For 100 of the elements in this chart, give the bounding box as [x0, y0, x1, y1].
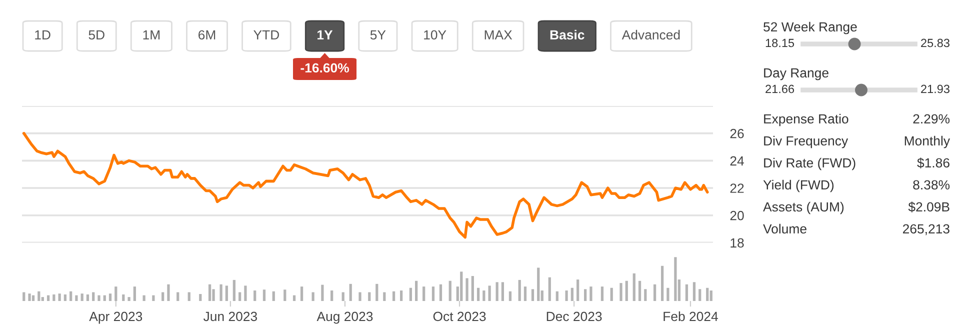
bar [501, 282, 504, 301]
bar [128, 297, 130, 301]
x-tick-label: Aug 2023 [316, 312, 373, 324]
text: 265,213 [902, 224, 950, 236]
bar [476, 288, 480, 301]
bar [86, 294, 90, 301]
text: 1M [143, 30, 160, 40]
bar [52, 294, 56, 301]
y-tick-label: 22 [730, 184, 744, 193]
bar [488, 286, 491, 301]
bar [376, 284, 378, 301]
bar [548, 277, 551, 301]
text: Assets (AUM) [763, 202, 844, 214]
bar [133, 286, 136, 301]
bar [556, 291, 558, 301]
bar [244, 286, 247, 301]
x-tick-label: Oct 2023 [433, 312, 486, 322]
text: 8.38% [913, 180, 950, 190]
bar [70, 291, 72, 301]
bar [167, 284, 170, 301]
bar [292, 295, 296, 301]
text: 6M [198, 30, 216, 40]
bar [238, 292, 242, 301]
bar [75, 295, 78, 301]
text: Monthly [904, 136, 950, 148]
text: 10Y [424, 30, 446, 40]
bar [262, 290, 266, 301]
bar [349, 284, 352, 301]
bar [620, 283, 622, 301]
bar [58, 294, 61, 301]
bar [518, 280, 521, 301]
text: YTD [254, 30, 279, 40]
text: Basic [550, 30, 584, 40]
bar [176, 292, 180, 301]
bar [208, 284, 212, 301]
bar [254, 290, 256, 301]
bar [122, 294, 125, 301]
bar [142, 295, 146, 301]
x-tick-label: Dec 2023 [546, 312, 602, 322]
bar [632, 273, 636, 301]
bar [152, 295, 155, 301]
y-tick-label: 24 [730, 156, 744, 166]
bar [565, 290, 568, 301]
text: -16.60% [300, 63, 349, 73]
bar [610, 288, 613, 301]
bar [466, 278, 468, 301]
bar [576, 280, 580, 301]
bar [674, 257, 677, 301]
bar [471, 276, 474, 301]
bar [638, 280, 642, 301]
bar [342, 292, 344, 301]
line-series [22, 132, 709, 239]
bar [409, 288, 412, 301]
bar [460, 272, 463, 301]
text: 21.66 [766, 84, 794, 94]
bar [710, 290, 712, 301]
text: Day Range [764, 68, 828, 80]
bar [644, 289, 647, 301]
bar [706, 288, 709, 301]
text: 5D [88, 30, 104, 40]
bar [496, 282, 498, 301]
bar [432, 286, 435, 301]
bar [660, 266, 664, 301]
bar [570, 288, 574, 301]
bar [383, 292, 386, 301]
bar [92, 292, 95, 301]
bar [537, 268, 540, 301]
bar [590, 286, 592, 301]
bar [32, 295, 35, 301]
bar [422, 286, 426, 301]
text: Advanced [622, 30, 680, 40]
bar [64, 294, 66, 301]
bar [400, 290, 403, 301]
text: 5Y [370, 30, 386, 40]
bar [439, 284, 442, 301]
text: Div Rate (FWD) [764, 158, 856, 170]
bar [28, 294, 31, 301]
bar [312, 292, 314, 301]
bar [653, 284, 656, 301]
text: 18.15 [766, 38, 794, 48]
bar [600, 286, 604, 301]
x-tick-label: Apr 2023 [89, 312, 142, 324]
text: 2.29% [913, 114, 950, 124]
bar [98, 295, 100, 301]
text: Volume [763, 224, 806, 234]
bar [358, 292, 362, 301]
bar [232, 280, 236, 301]
bar [368, 292, 371, 301]
bar [482, 290, 486, 301]
text: Div Frequency [764, 136, 848, 148]
bar [225, 286, 228, 301]
text: $1.86 [917, 158, 950, 168]
text: Expense Ratio [764, 114, 848, 126]
bar [162, 292, 164, 301]
text: 1D [35, 30, 50, 40]
bar [448, 280, 452, 301]
bar [392, 291, 396, 301]
bar [330, 290, 334, 301]
x-tick-label: Feb 2024 [664, 311, 718, 322]
bar [524, 286, 527, 301]
